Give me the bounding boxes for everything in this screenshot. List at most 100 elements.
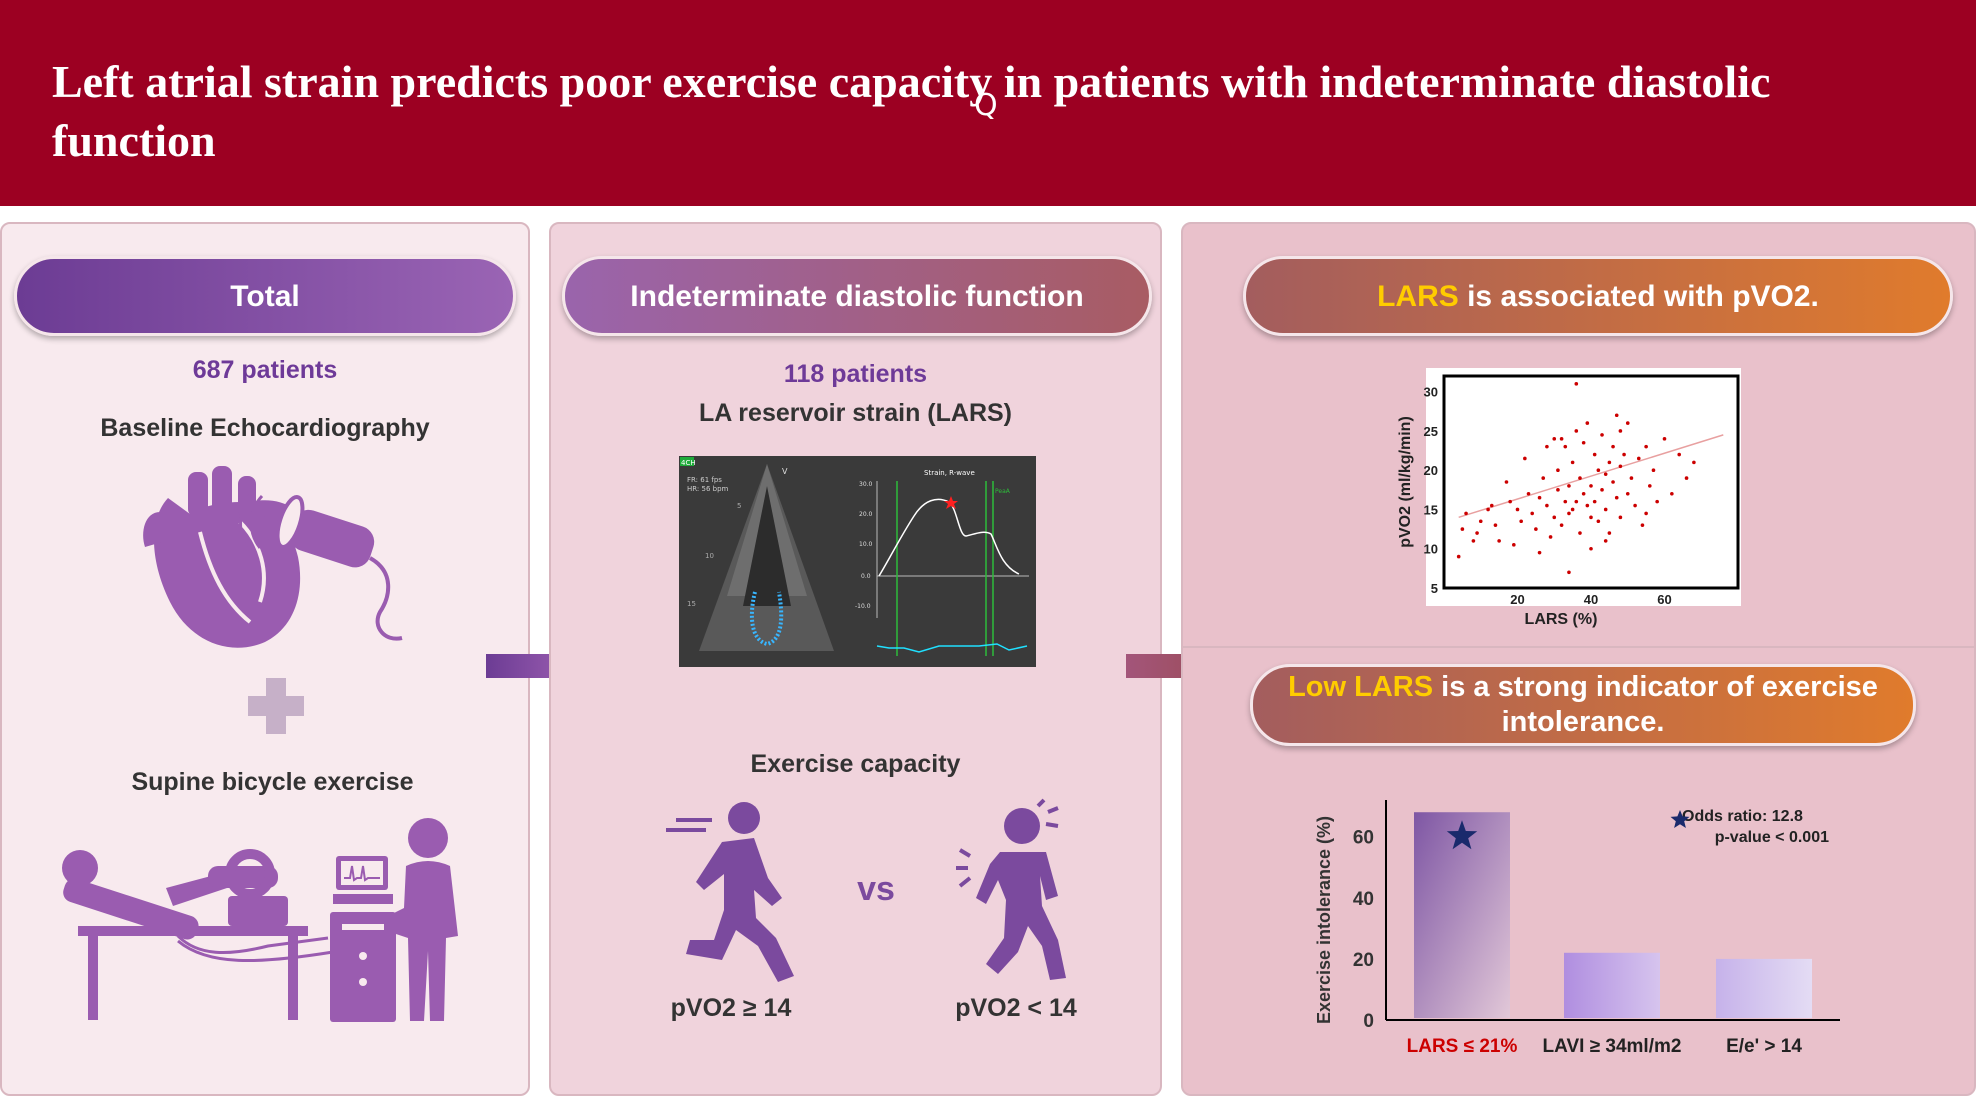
total-patients: 687 patients [192, 356, 338, 384]
scatter-point [1644, 444, 1648, 449]
indeterminate-pill: Indeterminate diastolic function [562, 256, 1152, 336]
bar-y-tick: 20 [1353, 950, 1374, 971]
echo-view-label: 4CH [681, 459, 696, 467]
scatter-point [1567, 511, 1571, 516]
scatter-point [1603, 472, 1608, 476]
scatter-point [1471, 539, 1476, 543]
scatter-point [1578, 531, 1582, 535]
scatter-point [1464, 511, 1468, 516]
scatter-point [1574, 499, 1579, 504]
strain-tick-20: 20.0 [859, 511, 873, 518]
bar-category-label: E/e' > 14 [1726, 1036, 1802, 1057]
legend-star-icon [1670, 810, 1690, 828]
title-banner: Left atrial strain predicts poor exercis… [0, 0, 1976, 206]
scatter-point [1692, 460, 1696, 465]
scatter-point [1589, 484, 1593, 488]
echo-v-marker: V [782, 467, 788, 476]
exercise-capacity-label: Exercise capacity [750, 750, 961, 778]
scatter-y-tick: 15 [1424, 502, 1438, 517]
scatter-point [1563, 444, 1568, 449]
strain-tick-30: 30.0 [859, 481, 873, 488]
scatter-point [1600, 433, 1604, 437]
bar-chart: Exercise intolerance (%) 0 20 40 60 LARS ≤ 2… [1314, 800, 1840, 1057]
echo-depth-5: 5 [737, 502, 741, 510]
heart-icon [143, 466, 305, 648]
strain-tick-10: 10.0 [859, 541, 873, 548]
plus-icon [248, 678, 304, 734]
scatter-point [1559, 523, 1564, 527]
scatter-point [1684, 476, 1689, 480]
scatter-point [1603, 507, 1608, 512]
bar-y-label: Exercise intolerance (%) [1314, 816, 1334, 1024]
scatter-y-label: pVO2 (ml/kg/min) [1397, 416, 1414, 548]
good-pvo2-label: pVO2 ≥ 14 [670, 994, 792, 1022]
scatter-x-tick: 40 [1584, 592, 1598, 607]
scatter-x-tick: 20 [1510, 592, 1524, 607]
scatter-point [1567, 484, 1571, 488]
scatter-point [1460, 527, 1465, 531]
strain-pea-label: PeaA [995, 488, 1011, 495]
bar-y-tick: 0 [1363, 1011, 1374, 1032]
scatter-point [1508, 499, 1512, 504]
scatter-point [1585, 421, 1590, 425]
scatter-point [1607, 460, 1612, 465]
scatter-point [1552, 437, 1557, 441]
bar-y-tick: 60 [1353, 828, 1374, 849]
echo-depth-15: 15 [687, 600, 696, 608]
p-value-label: p-value < 0.001 [1715, 829, 1829, 846]
echo-fr: FR: 61 fps [687, 476, 722, 484]
scatter-point [1622, 452, 1626, 457]
scatter-point [1655, 499, 1659, 504]
scatter-point [1570, 460, 1575, 465]
scatter-trendline [1458, 434, 1724, 519]
supine-bicycle-label: Supine bicycle exercise [131, 768, 414, 796]
scatter-point [1493, 523, 1498, 527]
scatter-y-tick: 30 [1424, 385, 1438, 400]
page-title: Left atrial strain predicts poor exercis… [52, 56, 1771, 166]
scatter-point [1596, 519, 1601, 524]
scatter-point [1559, 437, 1564, 441]
scatter-point [1670, 491, 1674, 496]
scatter-point [1563, 499, 1568, 504]
lars-label: LA reservoir strain (LARS) [698, 399, 1013, 427]
scatter-point [1556, 488, 1560, 492]
scatter-point [1534, 527, 1538, 531]
scatter-point [1640, 523, 1645, 527]
scatter-point [1600, 488, 1604, 492]
scatter-point [1574, 429, 1579, 433]
scatter-point [1475, 531, 1479, 535]
scatter-point [1567, 570, 1571, 575]
scatter-point [1589, 546, 1593, 551]
scatter-point [1603, 539, 1608, 543]
scatter-point [1456, 554, 1461, 559]
scatter-y-tick: 20 [1424, 463, 1438, 478]
scatter-point [1541, 476, 1546, 480]
echo-strain-image: 4CH FR: 61 fps HR: 56 bpm V 5 10 15 Stra… [679, 456, 1036, 667]
scatter-point [1523, 456, 1527, 461]
scatter-point [1570, 507, 1575, 512]
heart-echo-illustration [143, 466, 403, 648]
star-icon [1446, 820, 1478, 850]
scatter-point [1530, 511, 1534, 516]
panel-divider [1183, 646, 1974, 648]
bar-category-label: LARS ≤ 21% [1407, 1036, 1518, 1057]
scatter-background [1426, 368, 1741, 606]
scatter-point [1651, 468, 1656, 473]
scatter-point [1611, 480, 1615, 484]
lars-association-text: is associated with pVO2. [1458, 279, 1819, 313]
scatter-point [1629, 476, 1634, 480]
scatter-point [1497, 539, 1501, 543]
scatter-point [1478, 519, 1483, 524]
scatter-point [1537, 495, 1542, 500]
scatter-point [1618, 515, 1623, 520]
strain-tick-neg10: -10.0 [855, 603, 871, 610]
scatter-point [1636, 456, 1641, 461]
low-lars-text: is a strong indicator of exercise intole… [1433, 671, 1878, 738]
exhausted-person-icon [956, 798, 1066, 980]
scatter-point [1548, 535, 1553, 539]
low-lars-highlight: Low LARS [1288, 671, 1434, 703]
scatter-point [1581, 440, 1586, 445]
bar [1716, 958, 1812, 1018]
vs-label: vs [857, 870, 895, 908]
scatter-point [1596, 468, 1601, 473]
